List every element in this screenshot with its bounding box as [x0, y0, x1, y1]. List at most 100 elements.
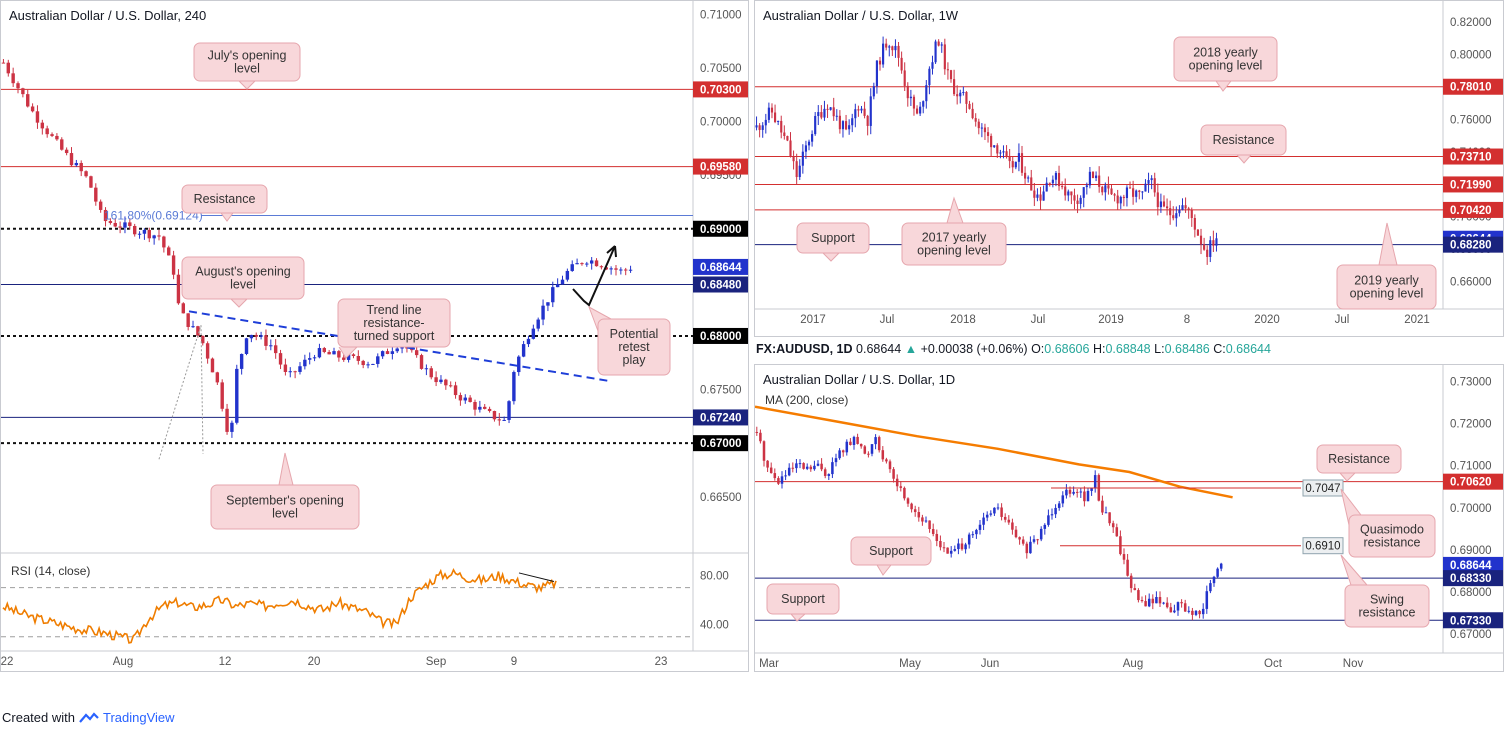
h4-candle-body: [327, 351, 331, 355]
h4-candle-body: [230, 422, 234, 432]
weekly-candle-body: [851, 118, 854, 126]
h4-candle-body: [356, 356, 361, 361]
h4-candle-body: [162, 236, 166, 248]
weekly-candle-body: [1110, 188, 1113, 195]
h4-candle-body: [118, 226, 122, 228]
last-price: 0.68644: [856, 342, 902, 356]
weekly-chart-panel[interactable]: 0.820000.800000.780000.760000.740000.720…: [754, 0, 1504, 337]
h4-candle-body: [147, 229, 151, 239]
footer-brand[interactable]: TradingView: [102, 710, 175, 725]
daily-candle-body: [993, 507, 996, 514]
h4-candle-body: [337, 351, 341, 358]
h4-candle-body: [74, 162, 79, 166]
rsi-divergence-line: [518, 572, 555, 583]
weekly-candle-body: [977, 121, 980, 129]
h4-candle-body: [303, 359, 307, 367]
weekly-candle-body: [780, 120, 783, 133]
h4-candle-body: [483, 406, 487, 409]
weekly-price-label-bg: [1443, 78, 1503, 95]
h4-candle-body: [283, 364, 288, 372]
weekly-candle-body: [835, 115, 838, 117]
h4-chart-svg[interactable]: 0.710000.705000.700000.695000.690000.685…: [1, 1, 749, 672]
daily-candle-body: [1122, 554, 1126, 560]
h4-candle-body: [497, 419, 502, 421]
daily-candle-body: [769, 467, 773, 474]
weekly-candle-body: [869, 96, 872, 126]
weekly-candle-body: [826, 108, 829, 110]
callout-2019-opening-text: 2019 yearly: [1354, 274, 1419, 288]
daily-candle-body: [1003, 516, 1007, 520]
weekly-candle-body: [1116, 195, 1119, 204]
weekly-candle-body: [1190, 209, 1193, 219]
h4-candle-body: [604, 267, 608, 270]
daily-candle-body: [899, 486, 903, 488]
daily-candle-body: [989, 513, 993, 515]
daily-candle-body: [784, 475, 787, 477]
daily-candle-body: [957, 543, 960, 550]
h4-candle-body: [317, 348, 322, 358]
weekly-candle-body: [829, 107, 832, 110]
h4-candle-body: [517, 356, 521, 373]
h4-candle-body: [502, 419, 506, 421]
h4-candle-body: [21, 88, 25, 95]
weekly-candle-body: [1054, 172, 1058, 180]
weekly-candle-body: [1156, 192, 1159, 208]
rsi-label: RSI (14, close): [11, 564, 91, 578]
callout-july-opening-text: level: [234, 62, 260, 76]
weekly-x-tick: Jul: [1335, 314, 1350, 326]
daily-candle-body: [892, 469, 895, 479]
h4-y-tick: 0.70000: [700, 117, 742, 129]
h4-candle-body: [269, 345, 273, 347]
weekly-candle-body: [1181, 205, 1184, 210]
open-label: O:: [1031, 342, 1045, 356]
daily-candle-body: [1162, 602, 1165, 604]
h4-candle-body: [244, 338, 249, 354]
symbol-info-bar: FX:AUDUSD, 1D 0.68644 ▲ +0.00038 (+0.06%…: [756, 342, 1271, 356]
daily-candle-body: [827, 474, 831, 476]
daily-chart-svg[interactable]: 0.73000 0.72000 0.71000 0.70000 0.69000 0.680…: [755, 365, 1504, 672]
daily-candle-body: [913, 509, 917, 513]
h4-chart-panel[interactable]: 0.710000.705000.700000.695000.690000.685…: [0, 0, 749, 672]
h4-candle-body: [152, 235, 156, 239]
h4-candle-body: [50, 134, 54, 136]
h4-candle-body: [142, 229, 147, 234]
daily-candle-body: [985, 514, 989, 518]
daily-candle-body: [924, 520, 928, 522]
h4-candle-body: [103, 209, 108, 222]
weekly-candle-body: [1125, 187, 1129, 199]
weekly-candle-body: [937, 41, 940, 46]
daily-candle-body: [1050, 514, 1054, 516]
weekly-candle-body: [968, 103, 971, 109]
weekly-candle-body: [999, 152, 1002, 154]
h4-candle-body: [191, 326, 195, 328]
h4-candle-body: [531, 328, 536, 339]
weekly-price-label-bg: [1443, 201, 1503, 218]
daily-chart-title: Australian Dollar / U.S. Dollar, 1D: [763, 372, 956, 387]
daily-chart-panel[interactable]: 0.73000 0.72000 0.71000 0.70000 0.69000 0.680…: [754, 364, 1504, 672]
weekly-price-label-bg: [1443, 148, 1503, 165]
weekly-chart-svg[interactable]: 0.820000.800000.780000.760000.740000.720…: [755, 1, 1504, 337]
h4-candle-body: [298, 366, 302, 372]
daily-candle-body: [971, 534, 975, 536]
weekly-candle-body: [1162, 201, 1166, 207]
daily-candle-body: [852, 436, 856, 445]
weekly-candle-body: [1101, 186, 1104, 193]
daily-candle-body: [820, 463, 823, 470]
weekly-candle-body: [919, 106, 922, 114]
callout-retest-text: Potential: [610, 327, 659, 341]
weekly-candle-body: [1002, 151, 1005, 153]
h4-candle-body: [361, 360, 365, 366]
weekly-price-label: 0.73710: [1450, 152, 1492, 164]
h4-candle-body: [366, 364, 370, 366]
callout-september-opening-text: September's opening: [226, 494, 344, 508]
h4-candle-body: [444, 379, 448, 386]
h4-candle-body: [205, 343, 210, 359]
h4-candle-body: [89, 176, 93, 188]
weekly-candle-body: [1184, 205, 1187, 209]
daily-candle-body: [1029, 541, 1032, 554]
daily-candle-body: [1090, 488, 1093, 491]
h4-candle-body: [478, 406, 482, 410]
daily-candle-body: [795, 463, 798, 469]
h4-candle-body: [351, 354, 356, 357]
daily-candle-body: [1108, 512, 1111, 524]
